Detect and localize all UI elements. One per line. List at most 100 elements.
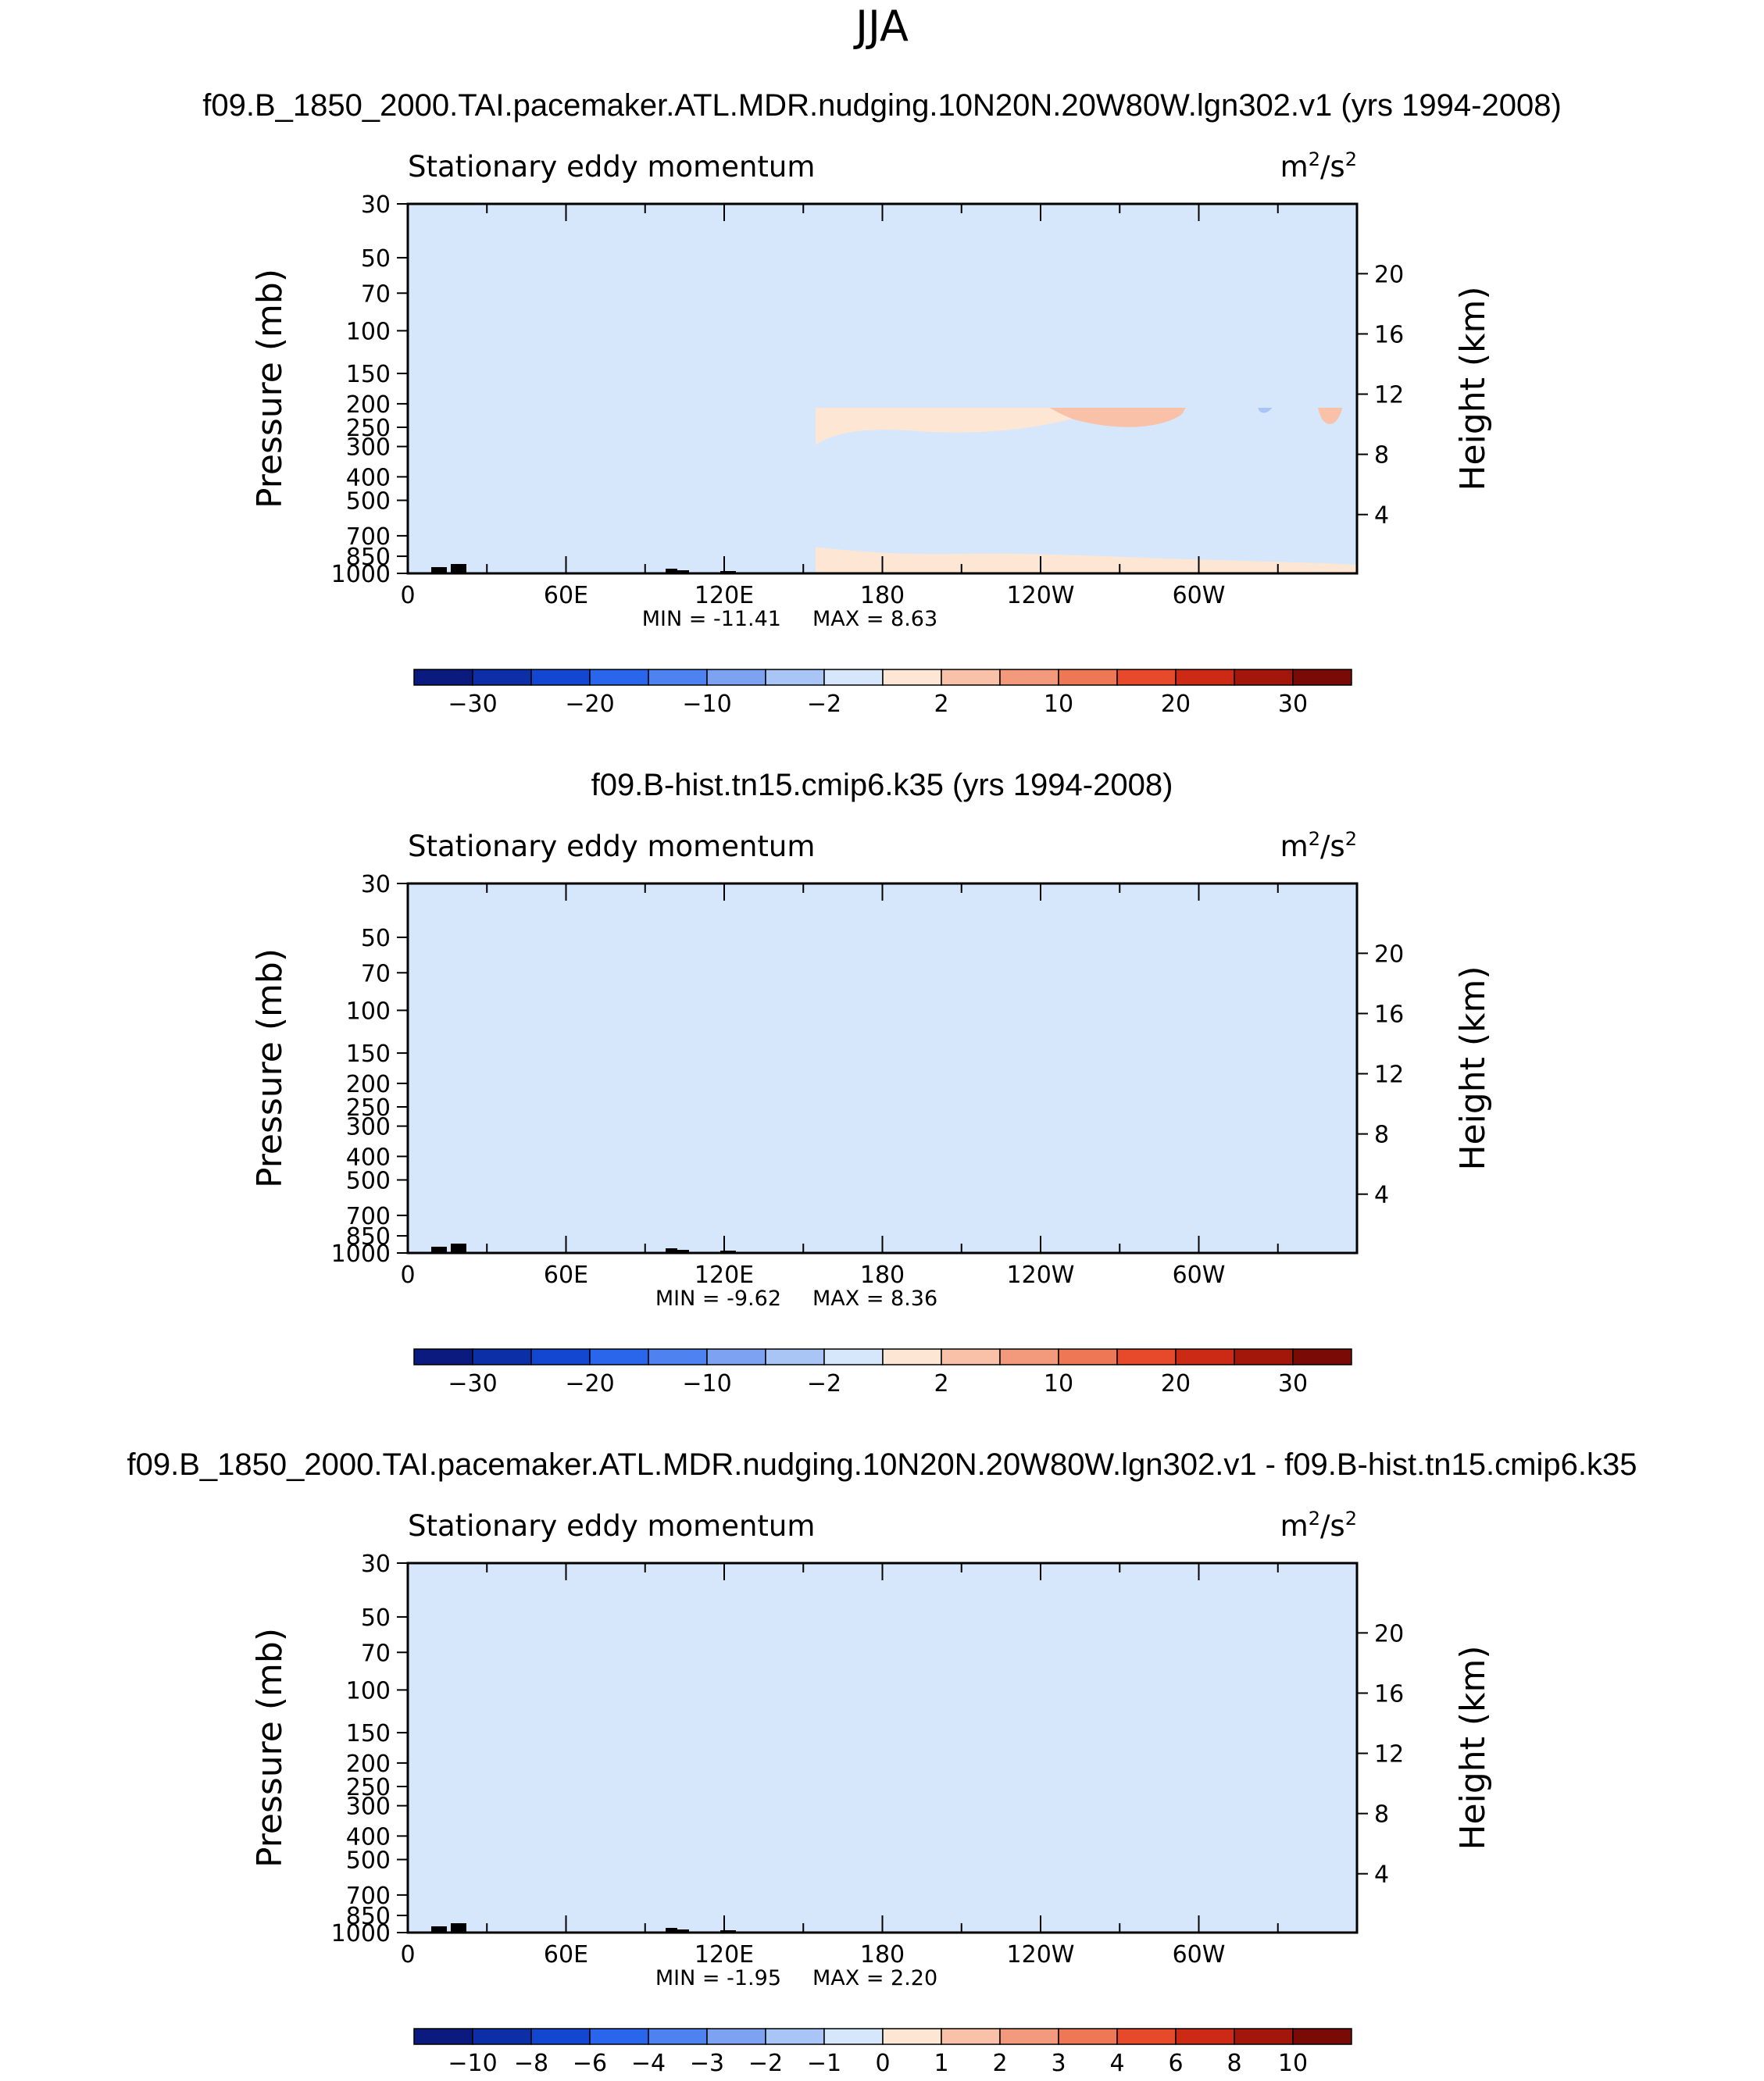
colorbar-label: 30: [1278, 691, 1308, 718]
colorbar-label: 8: [1227, 2050, 1241, 2077]
colorbar-label: −3: [690, 2050, 724, 2077]
colorbar-bin: [1058, 669, 1118, 686]
units-part: m: [1280, 150, 1309, 184]
colorbar-label: 2: [934, 1370, 948, 1397]
colorbar-bin: [648, 2028, 708, 2045]
units-part: m: [1280, 830, 1309, 863]
units-part: /s: [1320, 150, 1345, 184]
colorbar-bin: [941, 669, 1001, 686]
y-right-tick-label: 8: [1374, 442, 1389, 469]
colorbar-bin: [1175, 1348, 1235, 1365]
colorbar-bin: [882, 669, 942, 686]
colorbar: −10 −8 −6 −4 −3 −2 −1 0 1 2 3 4 6 8 10: [413, 2028, 1352, 2077]
colorbar-bin: [941, 1348, 1001, 1365]
x-tick-label: 60E: [544, 1941, 588, 1969]
colorbar-label: −8: [514, 2050, 548, 2077]
colorbar-bin: [413, 1348, 473, 1365]
colorbar-label: −2: [748, 2050, 783, 2077]
x-tick-label: 60W: [1173, 1262, 1226, 1289]
max-label: MAX = 8.63: [812, 607, 937, 631]
y-right-axis-title: Height (km): [1453, 286, 1493, 491]
y-tick-label: 1000: [331, 1240, 391, 1268]
colorbar-label: 6: [1168, 2050, 1183, 2077]
colorbar-label: 2: [992, 2050, 1007, 2077]
y-tick-label: 500: [346, 1847, 391, 1875]
colorbar-label: 0: [875, 2050, 890, 2077]
y-tick-label: 250: [346, 1774, 391, 1801]
x-tick-label: 120E: [695, 582, 754, 609]
y-right-tick-label: 8: [1374, 1122, 1389, 1149]
colorbar-bin: [530, 2028, 591, 2045]
y-tick-label: 70: [361, 1640, 391, 1667]
y-right-tick-label: 8: [1374, 1801, 1389, 1829]
colorbar-bin: [999, 669, 1059, 686]
units-label: m2/s2: [1280, 1508, 1357, 1543]
units-part: m: [1280, 1509, 1309, 1543]
colorbar-bin: [648, 669, 708, 686]
variable-label: Stationary eddy momentum: [408, 150, 815, 184]
colorbar-bin: [1234, 669, 1294, 686]
y-tick-label: 250: [346, 415, 391, 442]
y-right-tick-label: 12: [1374, 382, 1404, 409]
y-tick-label: 50: [361, 245, 391, 273]
colorbar-bin: [823, 2028, 884, 2045]
colorbar-bin: [1175, 669, 1235, 686]
y-right-tick-label: 4: [1374, 502, 1389, 530]
colorbar-bin: [413, 669, 473, 686]
x-tick-label: 0: [400, 1941, 415, 1969]
units-part: /s: [1320, 830, 1345, 863]
max-label: MAX = 8.36: [812, 1287, 937, 1311]
colorbar-label: −10: [682, 691, 731, 718]
y-right-tick-label: 16: [1374, 1680, 1404, 1708]
colorbar-bin: [648, 1348, 708, 1365]
colorbar-bin: [1116, 669, 1177, 686]
y-tick-label: 850: [346, 544, 391, 571]
x-tick-label: 0: [400, 582, 415, 609]
colorbar-bin: [530, 1348, 591, 1365]
colorbar: −30 −20 −10 −2 2 10 20 30: [413, 1348, 1352, 1397]
y-tick-label: 150: [346, 1720, 391, 1747]
colorbar-bin: [765, 2028, 825, 2045]
colorbar-bin: [1292, 2028, 1352, 2045]
panel-title: f09.B_1850_2000.TAI.pacemaker.ATL.MDR.nu…: [127, 1447, 1637, 1482]
y-tick-label: 400: [346, 1144, 391, 1171]
topography: [431, 567, 447, 573]
y-tick-label: 150: [346, 1040, 391, 1068]
y-tick-label: 200: [346, 1071, 391, 1098]
colorbar-label: 30: [1278, 1370, 1308, 1397]
colorbar-bin: [999, 1348, 1059, 1365]
x-tick-label: 60W: [1173, 1941, 1226, 1969]
colorbar-bin: [472, 1348, 532, 1365]
colorbar-bin: [530, 669, 591, 686]
max-label: MAX = 2.20: [812, 1966, 937, 1990]
topography: [431, 1247, 447, 1253]
colorbar-bin: [1175, 2028, 1235, 2045]
colorbar-bin: [706, 1348, 766, 1365]
y-tick-label: 700: [346, 1883, 391, 1910]
colorbar-label: −2: [807, 1370, 841, 1397]
y-right-axis-title: Height (km): [1453, 1645, 1493, 1850]
topography: [451, 1244, 466, 1253]
y-right-axis-title: Height (km): [1453, 966, 1493, 1170]
y-tick-label: 850: [346, 1903, 391, 1930]
min-label: MIN = -9.62: [655, 1287, 781, 1311]
y-right-tick-label: 20: [1374, 941, 1404, 968]
y-right-tick-label: 20: [1374, 1620, 1404, 1647]
colorbar-bin: [1292, 1348, 1352, 1365]
y-tick-label: 200: [346, 1751, 391, 1778]
colorbar-bin: [706, 669, 766, 686]
panel-1: f09.B_1850_2000.TAI.pacemaker.ATL.MDR.nu…: [202, 88, 1562, 718]
panel-title: f09.B_1850_2000.TAI.pacemaker.ATL.MDR.nu…: [202, 88, 1562, 123]
y-tick-label: 30: [361, 191, 391, 219]
y-tick-label: 400: [346, 464, 391, 491]
y-tick-label: 850: [346, 1223, 391, 1251]
colorbar-label: 10: [1278, 2050, 1308, 2077]
x-tick-label: 60W: [1173, 582, 1226, 609]
min-label: MIN = -11.41: [642, 607, 781, 631]
panel-3: f09.B_1850_2000.TAI.pacemaker.ATL.MDR.nu…: [127, 1447, 1637, 2077]
colorbar: −30 −20 −10 −2 2 10 20 30: [413, 669, 1352, 718]
colorbar-label: 3: [1051, 2050, 1066, 2077]
y-tick-label: 400: [346, 1823, 391, 1851]
units-part: 2: [1309, 148, 1320, 170]
